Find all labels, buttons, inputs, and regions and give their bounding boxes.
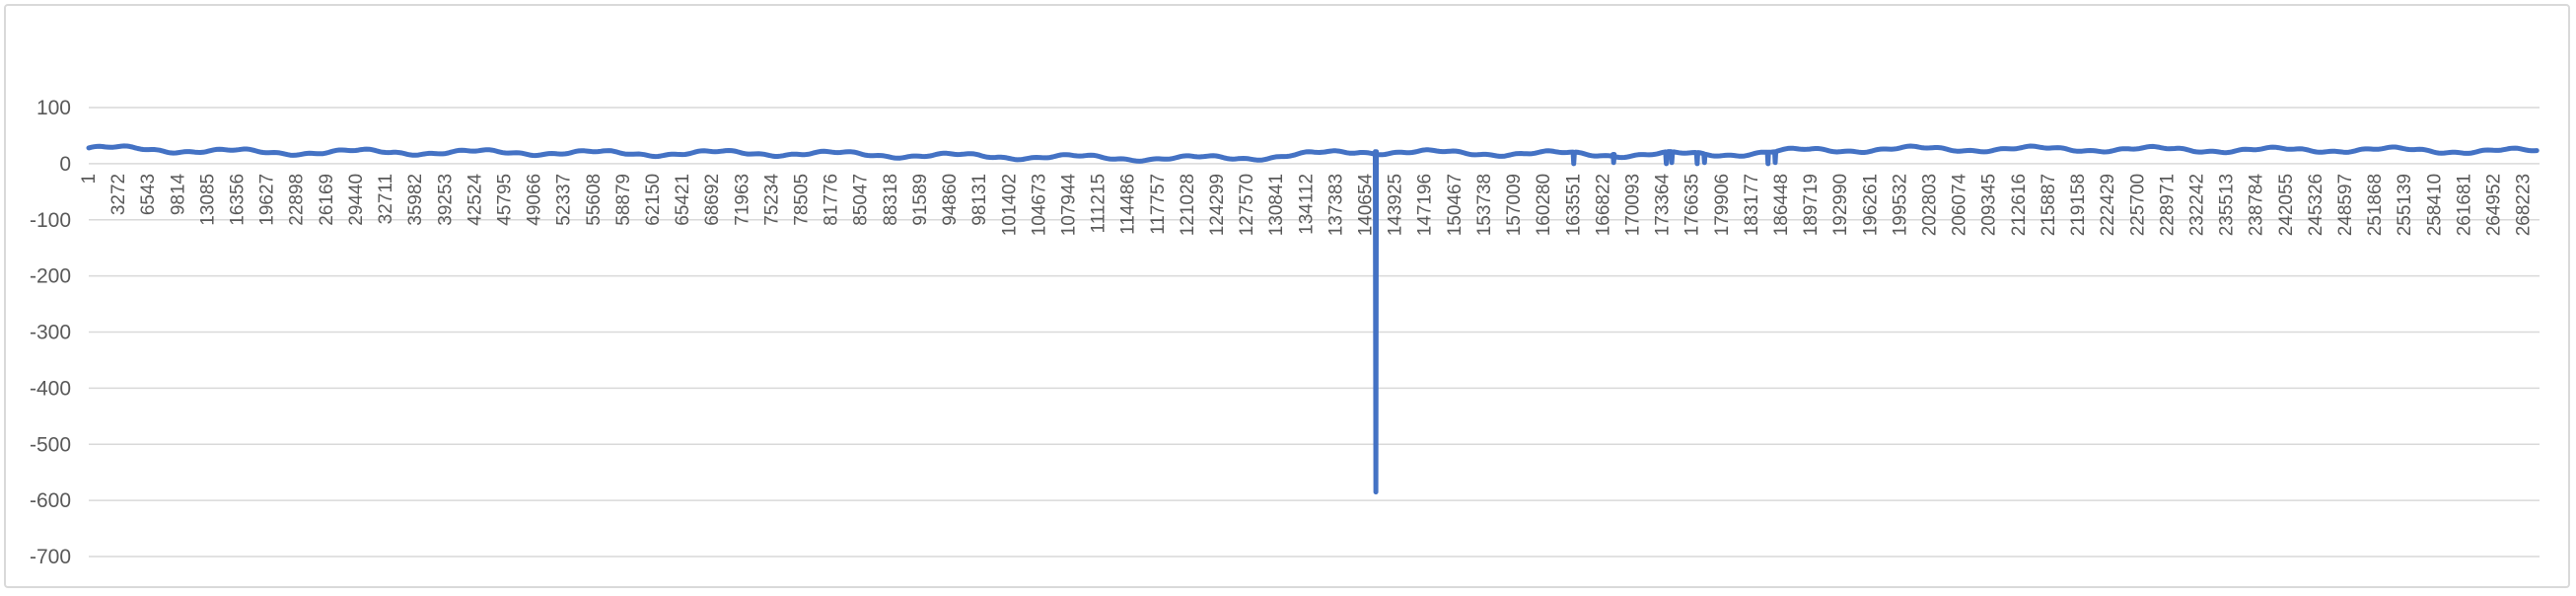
x-tick-label: 242055 xyxy=(2276,174,2297,236)
y-axis-ticks: 100 0 -100 -200 -300 -400 -500 -600 -700 xyxy=(30,97,71,568)
x-tick-label: 251868 xyxy=(2365,174,2386,236)
x-axis-ticks: 1 3272 6543 9814 13085 16356 19627 22898 26169 29… xyxy=(79,173,2535,236)
x-tick-label: 153738 xyxy=(1474,174,1495,236)
y-tick-label: -100 xyxy=(30,209,71,232)
x-tick-label: 88318 xyxy=(881,174,901,226)
x-tick-label: 147196 xyxy=(1415,174,1436,236)
x-tick-label: 199532 xyxy=(1890,174,1910,236)
x-tick-label: 127570 xyxy=(1237,174,1257,236)
x-tick-label: 42524 xyxy=(465,173,485,225)
x-tick-label: 166822 xyxy=(1593,174,1613,236)
y-tick-label: -500 xyxy=(30,433,71,456)
series-line xyxy=(86,143,2540,495)
x-tick-label: 85047 xyxy=(851,174,872,226)
x-tick-label: 75234 xyxy=(761,173,782,225)
x-tick-label: 183177 xyxy=(1742,174,1762,236)
x-tick-label: 238784 xyxy=(2247,173,2267,236)
y-tick-label: -200 xyxy=(30,265,71,288)
x-tick-label: 58879 xyxy=(613,174,634,226)
x-tick-label: 3272 xyxy=(108,174,129,215)
x-tick-label: 6543 xyxy=(138,174,159,215)
chart-frame xyxy=(4,4,2570,588)
x-tick-label: 212616 xyxy=(2009,174,2030,236)
x-tick-label: 13085 xyxy=(197,174,218,226)
x-tick-label: 78505 xyxy=(792,174,813,226)
x-tick-label: 35982 xyxy=(405,174,426,226)
x-tick-label: 258410 xyxy=(2424,174,2445,236)
x-tick-label: 255139 xyxy=(2395,174,2415,236)
x-tick-label: 264952 xyxy=(2484,174,2505,236)
x-tick-label: 189719 xyxy=(1801,174,1822,236)
x-tick-label: 62150 xyxy=(643,174,664,226)
x-tick-label: 215887 xyxy=(2039,174,2059,236)
y-tick-label: -600 xyxy=(30,489,71,512)
y-tick-label: 0 xyxy=(59,153,71,176)
x-tick-label: 245326 xyxy=(2306,174,2326,236)
x-tick-label: 130841 xyxy=(1266,174,1287,236)
x-tick-label: 39253 xyxy=(435,174,456,226)
x-tick-label: 55608 xyxy=(584,174,605,226)
x-tick-label: 91589 xyxy=(910,174,931,226)
x-tick-label: 65421 xyxy=(673,174,693,226)
x-tick-label: 157009 xyxy=(1504,174,1525,236)
x-tick-label: 232242 xyxy=(2186,174,2207,236)
x-tick-label: 71963 xyxy=(732,174,752,226)
x-tick-label: 186448 xyxy=(1771,174,1792,236)
x-tick-label: 81776 xyxy=(822,174,842,226)
x-tick-label: 1 xyxy=(79,174,100,185)
x-tick-label: 19627 xyxy=(257,174,278,226)
y-tick-label: 100 xyxy=(36,97,71,119)
x-tick-label: 248597 xyxy=(2335,174,2356,236)
x-tick-label: 29440 xyxy=(346,174,367,226)
x-tick-label: 68692 xyxy=(702,174,723,226)
x-tick-label: 107944 xyxy=(1058,173,1079,236)
x-tick-label: 137383 xyxy=(1325,174,1346,236)
x-tick-label: 268223 xyxy=(2514,174,2535,236)
x-tick-label: 235513 xyxy=(2217,174,2238,236)
x-tick-label: 202803 xyxy=(1920,174,1941,236)
x-tick-label: 16356 xyxy=(228,174,249,226)
x-tick-label: 114486 xyxy=(1118,174,1139,235)
x-tick-label: 134112 xyxy=(1296,174,1317,235)
x-tick-label: 94860 xyxy=(940,174,961,226)
x-tick-label: 9814 xyxy=(168,173,188,215)
x-tick-label: 52337 xyxy=(554,174,575,226)
x-tick-label: 228971 xyxy=(2157,174,2178,236)
x-tick-label: 143925 xyxy=(1386,174,1406,236)
x-tick-label: 261681 xyxy=(2454,174,2474,236)
x-tick-label: 26169 xyxy=(317,174,337,226)
x-tick-label: 104673 xyxy=(1029,174,1049,236)
x-tick-label: 163551 xyxy=(1563,174,1584,236)
x-tick-label: 49066 xyxy=(525,174,545,226)
x-tick-label: 222429 xyxy=(2098,174,2118,236)
x-tick-label: 170093 xyxy=(1622,174,1643,236)
x-tick-label: 32711 xyxy=(376,174,396,224)
x-tick-label: 192990 xyxy=(1830,174,1851,236)
x-tick-label: 111215 xyxy=(1089,174,1109,234)
x-tick-label: 22898 xyxy=(287,174,308,226)
series-layer xyxy=(86,143,2540,495)
x-tick-label: 219158 xyxy=(2068,174,2089,236)
y-tick-label: -700 xyxy=(30,546,71,568)
x-tick-label: 45795 xyxy=(494,174,515,226)
x-tick-label: 206074 xyxy=(1950,173,1970,236)
x-tick-label: 179906 xyxy=(1712,174,1733,236)
x-tick-label: 209345 xyxy=(1979,174,2000,236)
y-tick-label: -300 xyxy=(30,322,71,344)
x-tick-label: 117757 xyxy=(1148,174,1169,235)
x-tick-label: 140654 xyxy=(1356,173,1377,236)
y-tick-label: -400 xyxy=(30,377,71,400)
x-tick-label: 160280 xyxy=(1534,174,1554,236)
x-tick-label: 150467 xyxy=(1445,174,1466,236)
x-tick-label: 173364 xyxy=(1653,173,1674,236)
x-tick-label: 225700 xyxy=(2127,174,2148,236)
x-tick-label: 101402 xyxy=(999,174,1020,236)
x-tick-label: 98131 xyxy=(969,174,990,226)
x-tick-label: 121028 xyxy=(1178,174,1198,236)
x-tick-label: 124299 xyxy=(1207,174,1228,236)
x-tick-label: 176635 xyxy=(1682,174,1703,236)
x-tick-label: 196261 xyxy=(1860,174,1881,236)
gridlines xyxy=(89,107,2540,558)
